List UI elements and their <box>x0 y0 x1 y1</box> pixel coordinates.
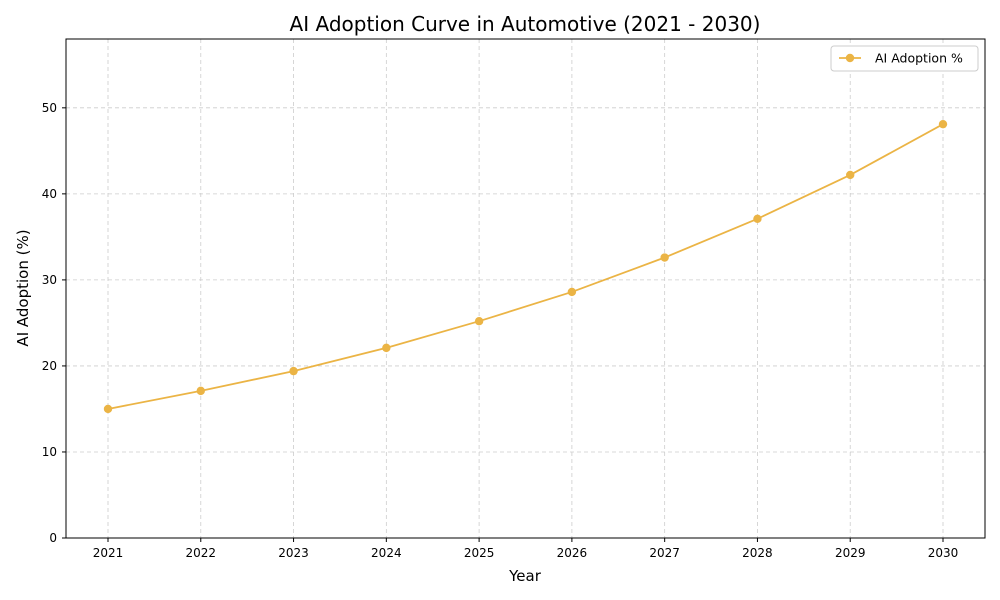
data-point <box>382 343 391 353</box>
x-tick-label: 2023 <box>278 546 309 560</box>
x-tick-label: 2021 <box>93 546 124 560</box>
y-tick-label: 20 <box>42 359 57 373</box>
legend-dot-marker <box>845 53 855 63</box>
legend-label: AI Adoption % <box>875 51 963 66</box>
data-point <box>753 214 762 224</box>
x-tick-label: 2028 <box>742 546 773 560</box>
plot-frame <box>65 38 986 539</box>
legend-box <box>830 45 979 72</box>
y-axis-label: AI Adoption (%) <box>14 229 32 346</box>
data-point <box>103 404 113 414</box>
x-tick-label: 2027 <box>649 546 680 560</box>
x-tick-label: 2029 <box>835 546 866 560</box>
data-point <box>196 386 205 396</box>
series-line <box>107 123 944 410</box>
axis-ticks: 2021 2022 2023 2024 2025 2026 2027 2028 2029 2030… <box>42 101 959 560</box>
grid <box>66 39 985 539</box>
data-point <box>660 253 669 262</box>
y-tick-label: 50 <box>42 101 57 115</box>
data-point <box>567 287 577 297</box>
data-point <box>938 119 948 129</box>
data-point <box>846 170 855 180</box>
series-layer <box>103 119 948 414</box>
legend: AI Adoption % <box>830 45 979 72</box>
x-tick-label: 2022 <box>186 546 217 560</box>
chart-title: AI Adoption Curve in Automotive (2021 - … <box>290 12 761 36</box>
y-tick-label: 10 <box>42 445 57 459</box>
x-tick-label: 2025 <box>464 546 495 560</box>
y-tick-label: 30 <box>42 273 57 287</box>
y-tick-label: 40 <box>42 187 57 201</box>
x-tick-label: 2030 <box>928 546 959 560</box>
x-axis-label: Year <box>508 567 542 585</box>
y-tick-label: 0 <box>49 531 57 545</box>
x-tick-label: 2026 <box>557 546 588 560</box>
data-point <box>289 366 298 376</box>
data-point <box>474 316 484 326</box>
x-tick-label: 2024 <box>371 546 402 560</box>
